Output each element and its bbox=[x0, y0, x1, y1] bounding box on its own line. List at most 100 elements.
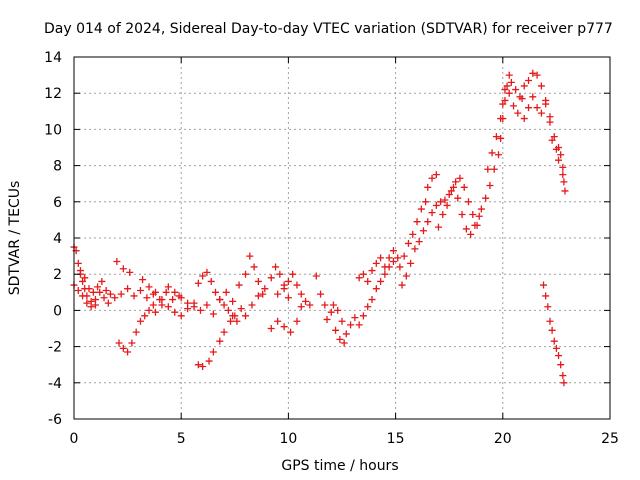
data-point bbox=[293, 281, 301, 289]
data-point bbox=[212, 288, 220, 296]
data-point bbox=[117, 290, 125, 298]
data-point bbox=[216, 296, 224, 304]
data-point bbox=[359, 270, 367, 278]
data-point bbox=[184, 299, 192, 307]
data-point bbox=[287, 328, 295, 336]
data-point bbox=[267, 274, 275, 282]
data-point bbox=[235, 281, 243, 289]
data-point bbox=[128, 339, 136, 347]
data-point bbox=[475, 212, 483, 220]
data-point bbox=[404, 239, 412, 247]
data-point bbox=[559, 372, 567, 380]
data-point bbox=[104, 299, 112, 307]
data-point bbox=[516, 93, 524, 101]
x-tick-label: 20 bbox=[494, 431, 512, 447]
data-point bbox=[327, 308, 335, 316]
data-point bbox=[89, 288, 97, 296]
data-point bbox=[555, 156, 563, 164]
data-point bbox=[139, 276, 147, 284]
data-point bbox=[267, 325, 275, 332]
data-point bbox=[560, 178, 568, 186]
data-point bbox=[229, 297, 237, 305]
data-point bbox=[79, 277, 87, 285]
data-point bbox=[347, 321, 355, 329]
data-point bbox=[432, 171, 440, 179]
y-tick-label: -6 bbox=[48, 412, 62, 428]
data-point bbox=[130, 292, 138, 300]
data-point bbox=[293, 317, 301, 325]
data-point bbox=[368, 267, 376, 275]
data-point bbox=[171, 308, 179, 316]
data-point bbox=[557, 151, 565, 159]
data-point bbox=[533, 104, 541, 112]
data-point bbox=[124, 348, 132, 356]
data-point bbox=[368, 296, 376, 304]
data-point bbox=[417, 205, 425, 213]
tick-labels: 0 5 10 15 20 25 -6 -4 -2 0 2 4 6 8 10 12 14 bbox=[44, 50, 619, 447]
x-tick-label: 5 bbox=[177, 431, 186, 447]
data-point bbox=[274, 290, 282, 298]
data-point bbox=[449, 183, 457, 191]
data-point bbox=[102, 286, 110, 294]
data-point bbox=[514, 109, 522, 117]
data-point bbox=[338, 317, 346, 325]
data-point bbox=[495, 151, 503, 159]
chart-title: Day 014 of 2024, Sidereal Day-to-day VTE… bbox=[44, 21, 613, 37]
data-point bbox=[559, 171, 567, 179]
data-point bbox=[389, 258, 397, 266]
data-point bbox=[220, 301, 228, 309]
data-point bbox=[274, 317, 282, 325]
data-point bbox=[415, 238, 423, 246]
data-point bbox=[552, 145, 560, 153]
data-point bbox=[548, 136, 556, 144]
data-point bbox=[439, 210, 447, 218]
data-point bbox=[520, 115, 528, 123]
data-point bbox=[394, 254, 402, 262]
data-point bbox=[482, 194, 490, 202]
data-point bbox=[409, 230, 417, 238]
y-tick-label: 6 bbox=[53, 195, 62, 211]
data-point bbox=[486, 182, 494, 190]
data-point bbox=[162, 288, 170, 296]
data-point bbox=[199, 363, 207, 371]
data-point bbox=[364, 277, 372, 285]
y-tick-label: 12 bbox=[44, 86, 62, 102]
data-point bbox=[237, 305, 245, 313]
data-point bbox=[85, 285, 93, 293]
data-point bbox=[552, 344, 560, 352]
data-point bbox=[389, 247, 397, 255]
data-point bbox=[548, 326, 556, 334]
data-point bbox=[396, 263, 404, 271]
data-point bbox=[209, 348, 217, 356]
data-point bbox=[492, 133, 500, 141]
data-point bbox=[126, 268, 134, 276]
data-point bbox=[555, 352, 563, 360]
data-point bbox=[428, 174, 436, 182]
data-point bbox=[297, 303, 305, 311]
data-point bbox=[364, 303, 372, 311]
y-tick-label: 14 bbox=[44, 50, 62, 66]
data-point bbox=[372, 259, 380, 267]
data-point bbox=[557, 361, 565, 369]
data-point bbox=[520, 82, 528, 90]
x-axis-label: GPS time / hours bbox=[281, 458, 398, 474]
data-point bbox=[560, 379, 568, 387]
data-point bbox=[145, 306, 153, 314]
data-point bbox=[499, 100, 507, 108]
data-point bbox=[329, 301, 337, 309]
data-point bbox=[254, 277, 262, 285]
data-point bbox=[411, 245, 419, 253]
data-point bbox=[432, 201, 440, 209]
data-point bbox=[377, 254, 385, 262]
data-point bbox=[424, 218, 432, 226]
data-point bbox=[334, 306, 342, 314]
data-point bbox=[302, 297, 310, 305]
data-point bbox=[96, 288, 104, 296]
x-tick-label: 0 bbox=[70, 431, 79, 447]
data-point bbox=[428, 209, 436, 217]
data-point bbox=[222, 288, 230, 296]
data-point bbox=[115, 339, 123, 347]
data-point bbox=[216, 337, 224, 345]
data-point bbox=[205, 357, 213, 365]
